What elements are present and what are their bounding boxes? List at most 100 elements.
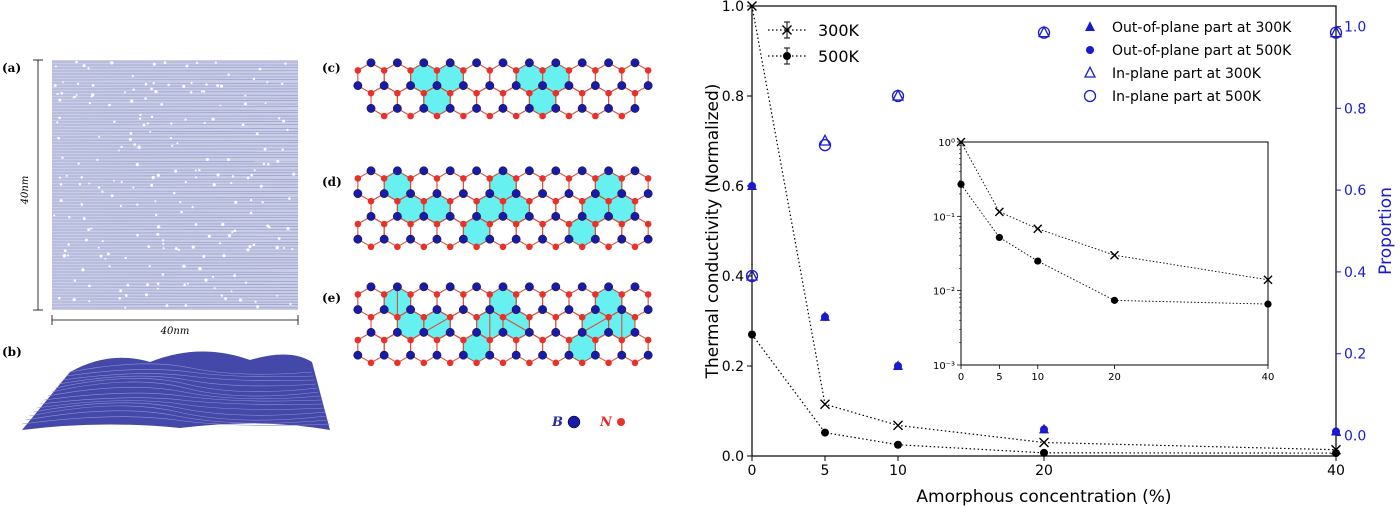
sheet-defect: [190, 81, 193, 84]
sheet-defect: [128, 137, 132, 141]
inset-x-tick-label: 10: [1031, 372, 1044, 383]
boron-atom: [604, 104, 613, 113]
sheet-defect: [99, 254, 103, 258]
sheet-defect: [212, 183, 216, 187]
sheet-defect: [118, 297, 122, 300]
nitrogen-atom: [460, 291, 467, 298]
y2-tick-label: 0.4: [1344, 265, 1366, 281]
sheet-defect: [263, 147, 267, 151]
sheet-defect: [135, 162, 139, 167]
boron-atom: [617, 189, 627, 199]
boron-atom: [538, 189, 547, 199]
nitrogen-atom: [420, 243, 428, 251]
y-tick-label: 0.8: [722, 89, 744, 105]
sheet-defect: [146, 122, 150, 125]
boron-atom: [617, 305, 627, 314]
sheet-defect: [148, 265, 151, 268]
nitrogen-atom: [460, 336, 467, 344]
sheet-defect: [108, 265, 111, 268]
boron-atom: [564, 305, 574, 314]
nitrogen-atom: [380, 336, 388, 344]
sheet-defect: [275, 245, 279, 250]
data-point: [891, 89, 905, 103]
sheet-defect: [252, 243, 256, 247]
nitrogen-atom: [433, 291, 441, 298]
boron-atom: [551, 282, 561, 292]
sheet-defect: [77, 162, 80, 165]
boron-atom: [538, 81, 547, 91]
atoms: [353, 282, 653, 367]
sheet-defect: [212, 275, 215, 279]
sheet-defect: [286, 226, 290, 231]
nitrogen-atom: [565, 175, 573, 182]
boron-atom: [643, 305, 653, 314]
nitrogen-atom: [618, 67, 626, 74]
sheet-defect: [172, 191, 176, 195]
panel-c-label: (c): [322, 61, 341, 75]
nitrogen-atom: [644, 67, 652, 74]
nitrogen-atom: [512, 112, 520, 120]
legend-marker: [1085, 21, 1095, 32]
boron-atom: [445, 327, 455, 337]
sheet-defect: [222, 254, 226, 258]
boron-atom: [419, 211, 429, 221]
boron-atom: [498, 282, 508, 292]
sheet-defect: [162, 247, 165, 250]
sheet-defect: [132, 186, 135, 189]
sheet-defect: [185, 64, 189, 68]
sheet-defect: [124, 294, 128, 297]
boron-atom: [445, 282, 455, 292]
nitrogen-atom: [605, 197, 612, 205]
nitrogen-atom: [486, 175, 494, 182]
sheet-defect: [267, 162, 270, 166]
boron-legend-label: B: [551, 415, 563, 430]
boron-atom: [485, 189, 495, 199]
series-in-plane-part-at-500k: [745, 26, 1343, 283]
sheet-3d-line: [36, 400, 325, 410]
sheet-defect: [156, 232, 160, 236]
boron-atom: [643, 234, 653, 244]
nitrogen-atom: [644, 220, 652, 228]
boron-atom: [630, 104, 640, 113]
nitrogen-atom: [565, 291, 573, 298]
boron-atom: [353, 350, 363, 360]
sheet-defect: [173, 169, 178, 173]
panel-a: (a) 40nm 40nm: [2, 59, 299, 337]
boron-atom: [432, 305, 442, 314]
nitrogen-atom: [420, 89, 428, 97]
boron-atom: [406, 350, 415, 360]
sheet-defect: [163, 61, 167, 65]
nitrogen-atom: [618, 175, 626, 182]
sheet-defect: [184, 304, 188, 307]
sheet-defect: [250, 173, 254, 177]
nitrogen-atom: [367, 313, 375, 321]
sheet-defect: [180, 210, 183, 214]
nitrogen-atom: [433, 67, 441, 74]
sheet-defect: [61, 156, 64, 159]
sheet-defect: [184, 118, 187, 121]
sheet-defect: [98, 135, 101, 138]
x-axis-label: Amorphous concentration (%): [916, 487, 1171, 507]
boron-atom: [577, 58, 587, 68]
sheet-defect: [230, 290, 233, 293]
sheet-defect: [250, 198, 253, 202]
boron-atom: [564, 189, 574, 199]
nitrogen-atom: [539, 67, 546, 74]
boron-atom: [392, 327, 402, 337]
sheet-defect: [203, 121, 206, 125]
legend-marker: [1083, 65, 1097, 78]
data-point: [891, 88, 905, 101]
sheet-defect: [59, 182, 63, 186]
nitrogen-atom: [526, 197, 533, 205]
panel-b: (b): [2, 345, 331, 430]
nitrogen-atom: [486, 112, 494, 120]
atoms: [353, 58, 653, 120]
nitrogen-atom: [433, 112, 441, 120]
main-chart: 0 5 10 20 40 0.0 0.2 0.4 0.6 0.8 1.0 0.0 0.2 0.4 0.6 0.…: [703, 0, 1396, 507]
boron-atom: [366, 104, 376, 113]
sheet-defect: [182, 264, 186, 268]
sheet-defect: [254, 300, 257, 303]
boron-atom: [498, 211, 508, 221]
boron-atom: [406, 234, 415, 244]
sheet-defect: [150, 115, 154, 119]
